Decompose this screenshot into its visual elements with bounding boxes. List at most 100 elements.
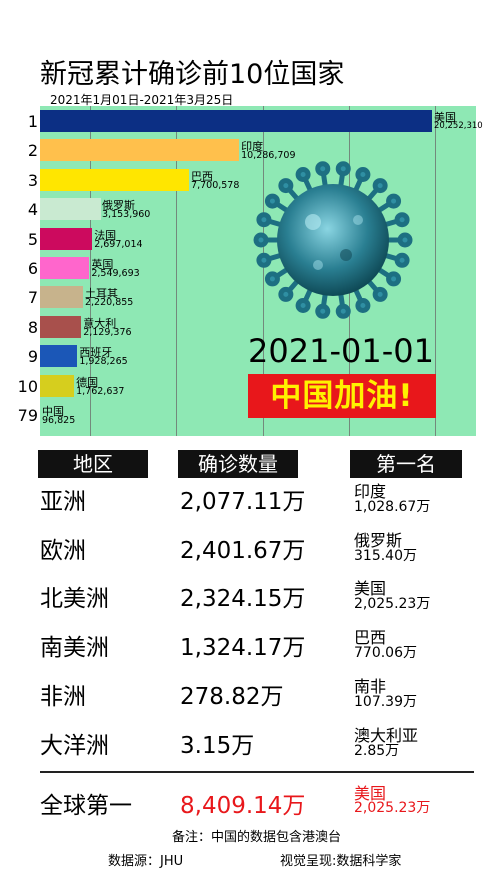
bar-label: 土耳其 [84, 287, 118, 301]
bar-0 [40, 110, 432, 132]
bar-label: 巴西 [191, 169, 214, 183]
virus-spike-tip [397, 232, 413, 248]
region-top-name: 印度 [354, 482, 387, 501]
virus-spike-tip [256, 212, 272, 228]
region-name: 非洲 [40, 683, 86, 710]
virus-spike-tip [295, 167, 311, 183]
virus-spike-tip [278, 178, 294, 194]
bar-5 [40, 257, 90, 279]
table-header-top: 第一名 [350, 450, 462, 478]
gridline [90, 106, 92, 436]
region-total: 1,324.17万 [180, 635, 306, 662]
virus-spike-tip [256, 252, 272, 268]
region-total: 3.15万 [180, 732, 255, 759]
region-top-value: 1,028.67万 [354, 499, 431, 515]
bar-9 [40, 374, 75, 397]
rank-label: 10 [17, 376, 38, 396]
region-top-name: 俄罗斯 [354, 530, 403, 550]
data-source: 数据源：JHU [108, 854, 184, 869]
bar-value-label: 1,928,265 [79, 356, 128, 368]
virus-spike-tip [335, 303, 351, 319]
chart-title: 新冠累计确诊前10位国家 [40, 59, 345, 90]
slogan-banner: 中国加油! [248, 374, 436, 418]
virus-spike-tip [264, 193, 280, 209]
bar-value-label: 1,762,637 [76, 385, 125, 397]
region-top-name: 澳大利亚 [354, 725, 419, 745]
rank-label: 6 [27, 259, 38, 278]
rank-label: 4 [27, 200, 38, 220]
region-total: 2,077.11万 [180, 489, 306, 515]
table-header-region: 地区 [38, 450, 148, 478]
rank-label: 7 [27, 288, 38, 308]
table-divider [40, 771, 474, 773]
gridline [262, 106, 264, 436]
current-date: 2021-01-01 [248, 332, 434, 370]
bar-value-label: 2,220,855 [84, 297, 134, 309]
bar-value-label: 2,697,014 [94, 238, 143, 250]
region-top-name: 美国 [354, 579, 387, 599]
bar-label: 意大利 [83, 316, 117, 330]
bar-label: 俄罗斯 [102, 199, 135, 213]
bar-value-label: 96,825 [42, 415, 76, 426]
bar-value-label: 2,129,376 [83, 326, 132, 338]
region-top-value: 2,025.23万 [354, 596, 431, 613]
global-label: 全球第一 [40, 793, 132, 819]
region-name: 南美洲 [40, 635, 109, 662]
region-name: 大洋洲 [40, 732, 109, 759]
bar-4 [40, 227, 93, 250]
region-top-value: 2.85万 [354, 742, 400, 759]
region-name: 北美洲 [40, 586, 109, 613]
bar-10 [40, 404, 42, 426]
bar-label: 西班牙 [79, 346, 113, 360]
region-name: 亚洲 [40, 489, 86, 515]
global-top-name: 美国 [354, 784, 387, 803]
region-top-value: 315.40万 [354, 547, 417, 564]
region-top-value: 107.39万 [354, 693, 417, 710]
rank-label: 79 [17, 406, 38, 425]
bar-6 [40, 286, 83, 309]
bar-7 [40, 315, 82, 338]
bar-value-label: 3,153,960 [102, 209, 151, 221]
virus-spike-tip [394, 212, 410, 228]
chart-subtitle: 2021年1月01日-2021年3月25日 [50, 93, 234, 107]
virus-spike-tip [264, 271, 280, 287]
virus-spike-tip [315, 161, 331, 177]
region-total: 2,401.67万 [180, 537, 306, 564]
rank-label: 5 [27, 229, 38, 249]
virus-spike-tip [394, 252, 410, 268]
virus-spike-tip [372, 178, 388, 194]
virus-spike-tip [355, 167, 371, 183]
region-top-value: 770.06万 [354, 645, 417, 662]
bar-value-label: 2,549,693 [91, 268, 140, 279]
virus-spike-tip [335, 161, 351, 177]
bar-label: 美国 [434, 111, 456, 124]
virus-spike-tip [372, 286, 388, 302]
region-total: 278.82万 [180, 683, 284, 710]
global-total: 8,409.14万 [180, 793, 306, 819]
virus-spike-tip [315, 303, 331, 319]
gridline [434, 106, 436, 436]
bar-label: 德国 [76, 375, 99, 389]
table-header-count: 确诊数量 [178, 450, 298, 478]
rank-label: 1 [27, 112, 38, 131]
gridline [176, 106, 178, 436]
rank-label: 2 [27, 141, 38, 161]
virus-spike-tip [295, 297, 311, 313]
credit: 视觉呈现:数据科学家 [280, 854, 402, 869]
region-top-name: 巴西 [354, 628, 387, 648]
bar-8 [40, 345, 78, 368]
virus-spike-tip [386, 193, 402, 209]
bar-1 [40, 139, 240, 162]
rank-label: 8 [27, 317, 38, 337]
bar-value-label: 10,286,709 [241, 150, 296, 162]
rank-label: 3 [27, 170, 38, 190]
bar-value-label: 20,252,310 [434, 121, 483, 131]
bar-label: 法国 [94, 228, 117, 242]
bar-3 [40, 198, 102, 221]
region-name: 欧洲 [40, 537, 86, 564]
region-top-name: 南非 [354, 676, 387, 696]
virus-spike-tip [278, 286, 294, 302]
virus-illustration [253, 161, 413, 319]
bar-label: 英国 [91, 258, 114, 271]
virus-spike-tip [386, 271, 402, 287]
